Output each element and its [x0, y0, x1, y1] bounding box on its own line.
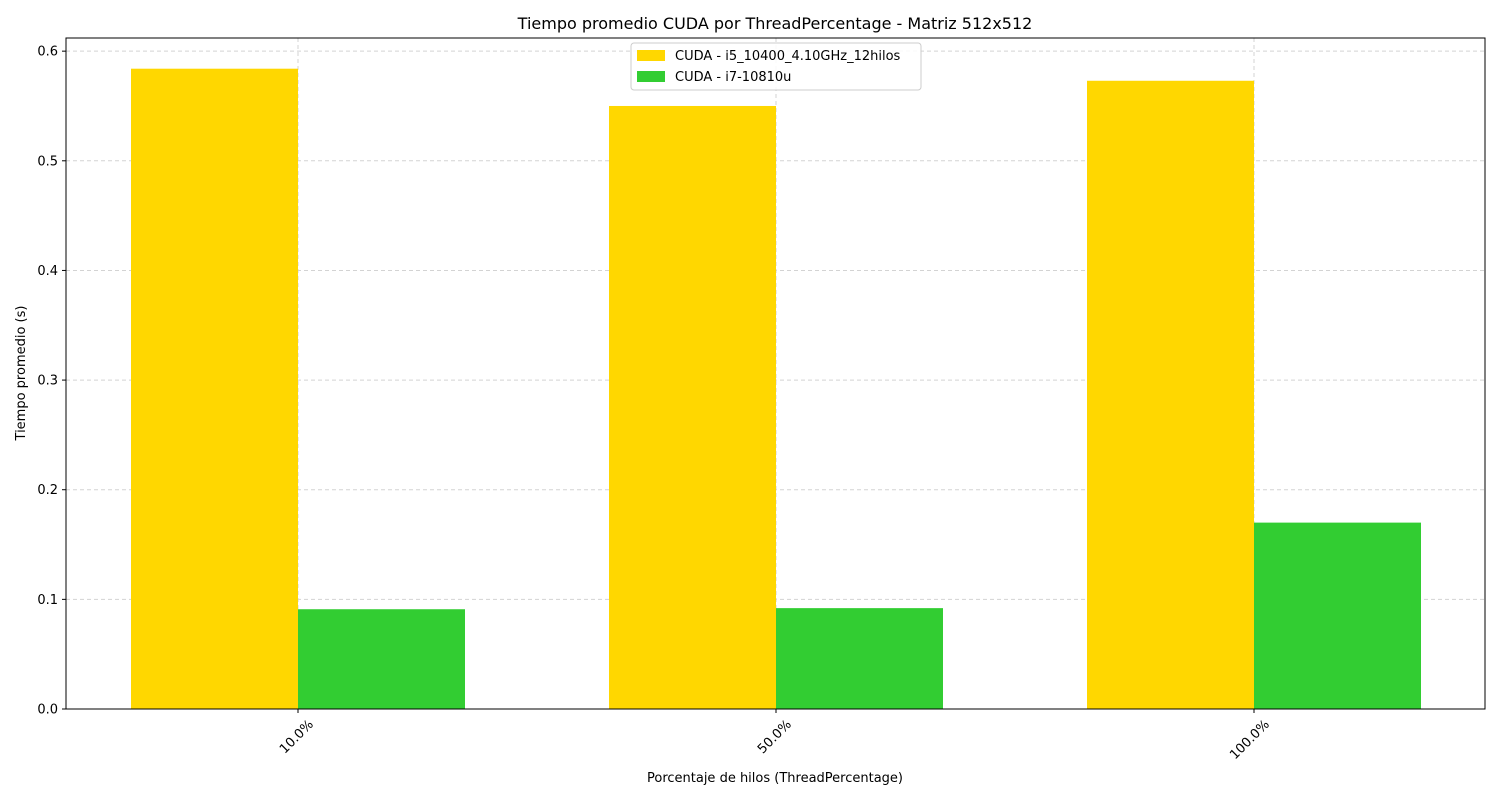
chart-title: Tiempo promedio CUDA por ThreadPercentag…	[517, 14, 1033, 33]
y-tick-label: 0.1	[37, 593, 58, 608]
bar	[776, 608, 943, 709]
bars	[131, 68, 1421, 710]
bar	[1087, 80, 1254, 709]
y-tick-label: 0.2	[37, 483, 58, 498]
y-tick-label: 0.3	[37, 374, 58, 389]
bar	[609, 105, 776, 710]
y-tick-label: 0.6	[37, 45, 58, 60]
legend: CUDA - i5_10400_4.10GHz_12hilos CUDA - i7…	[630, 42, 922, 91]
axes	[62, 37, 1486, 713]
x-tick-label: 100.0%	[1227, 717, 1273, 763]
legend-swatch	[637, 50, 665, 61]
x-tick-label: 10.0%	[277, 717, 317, 757]
y-tick-label: 0.5	[37, 154, 58, 169]
y-axis-title: Tiempo promedio (s)	[14, 306, 29, 442]
plot-frame	[65, 37, 1486, 710]
bar	[1254, 522, 1421, 709]
x-tick-label: 50.0%	[755, 717, 795, 757]
legend-box	[630, 42, 922, 91]
bar	[131, 68, 298, 710]
y-tick-label: 0.0	[37, 703, 58, 718]
bar	[298, 609, 465, 709]
x-axis-title: Porcentaje de hilos (ThreadPercentage)	[647, 771, 903, 786]
legend-label: CUDA - i5_10400_4.10GHz_12hilos	[675, 49, 901, 64]
legend-label: CUDA - i7-10810u	[675, 70, 791, 85]
legend-swatch	[637, 71, 665, 82]
y-tick-label: 0.4	[37, 264, 58, 279]
